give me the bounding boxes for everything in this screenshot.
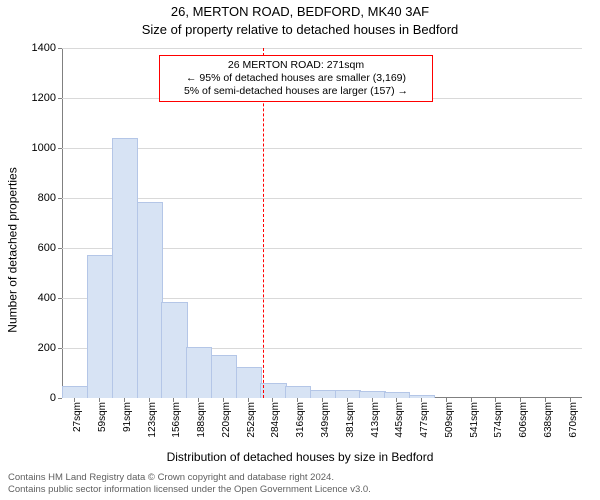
y-axis-label: Number of detached properties	[6, 0, 20, 500]
ytick-mark	[58, 198, 62, 199]
ytick-label: 1400	[32, 42, 56, 54]
ytick-mark	[58, 348, 62, 349]
xtick-label: 670sqm	[568, 366, 579, 402]
chart-container: 26, MERTON ROAD, BEDFORD, MK40 3AF Size …	[0, 0, 600, 500]
xtick-label: 316sqm	[295, 366, 306, 402]
xtick-label: 252sqm	[246, 366, 257, 402]
histogram-bar	[112, 138, 138, 398]
ytick-mark	[58, 98, 62, 99]
ytick-label: 400	[38, 292, 56, 304]
xtick-label: 445sqm	[394, 366, 405, 402]
annotation-line3: 5% of semi-detached houses are larger (1…	[166, 85, 426, 98]
xtick-label: 574sqm	[493, 366, 504, 402]
xtick-label: 91sqm	[122, 372, 133, 402]
ytick-mark	[58, 398, 62, 399]
xtick-label: 220sqm	[221, 366, 232, 402]
ytick-label: 0	[50, 392, 56, 404]
footer-line2: Contains public sector information licen…	[8, 484, 592, 496]
xtick-label: 606sqm	[518, 366, 529, 402]
ytick-mark	[58, 298, 62, 299]
ytick-label: 200	[38, 342, 56, 354]
x-axis-label: Distribution of detached houses by size …	[0, 450, 600, 464]
ytick-label: 1200	[32, 92, 56, 104]
xtick-label: 477sqm	[419, 366, 430, 402]
xtick-label: 27sqm	[72, 372, 83, 402]
xtick-label: 349sqm	[320, 366, 331, 402]
y-axis-label-text: Number of detached properties	[6, 167, 20, 332]
annotation-line1: 26 MERTON ROAD: 271sqm	[166, 59, 426, 72]
annotation-box: 26 MERTON ROAD: 271sqm← 95% of detached …	[159, 55, 433, 102]
xtick-label: 123sqm	[147, 366, 158, 402]
ytick-mark	[58, 48, 62, 49]
chart-title-line1: 26, MERTON ROAD, BEDFORD, MK40 3AF	[0, 4, 600, 19]
annotation-line2: ← 95% of detached houses are smaller (3,…	[166, 72, 426, 85]
plot-area: 020040060080010001200140027sqm59sqm91sqm…	[62, 48, 582, 398]
ytick-mark	[58, 248, 62, 249]
gridline	[62, 198, 582, 199]
xtick-label: 541sqm	[469, 366, 480, 402]
xtick-label: 509sqm	[444, 366, 455, 402]
xtick-label: 638sqm	[543, 366, 554, 402]
gridline	[62, 148, 582, 149]
xtick-label: 59sqm	[97, 372, 108, 402]
xtick-label: 156sqm	[171, 366, 182, 402]
ytick-label: 800	[38, 192, 56, 204]
ytick-mark	[58, 148, 62, 149]
xtick-label: 188sqm	[196, 366, 207, 402]
y-axis-line	[62, 48, 63, 398]
ytick-label: 1000	[32, 142, 56, 154]
footer-line1: Contains HM Land Registry data © Crown c…	[8, 472, 592, 484]
xtick-label: 413sqm	[370, 366, 381, 402]
chart-title-line2: Size of property relative to detached ho…	[0, 22, 600, 37]
ytick-label: 600	[38, 242, 56, 254]
plot-inner: 020040060080010001200140027sqm59sqm91sqm…	[62, 48, 582, 398]
footer-attribution: Contains HM Land Registry data © Crown c…	[8, 472, 592, 496]
xtick-label: 284sqm	[270, 366, 281, 402]
gridline	[62, 48, 582, 49]
xtick-label: 381sqm	[345, 366, 356, 402]
